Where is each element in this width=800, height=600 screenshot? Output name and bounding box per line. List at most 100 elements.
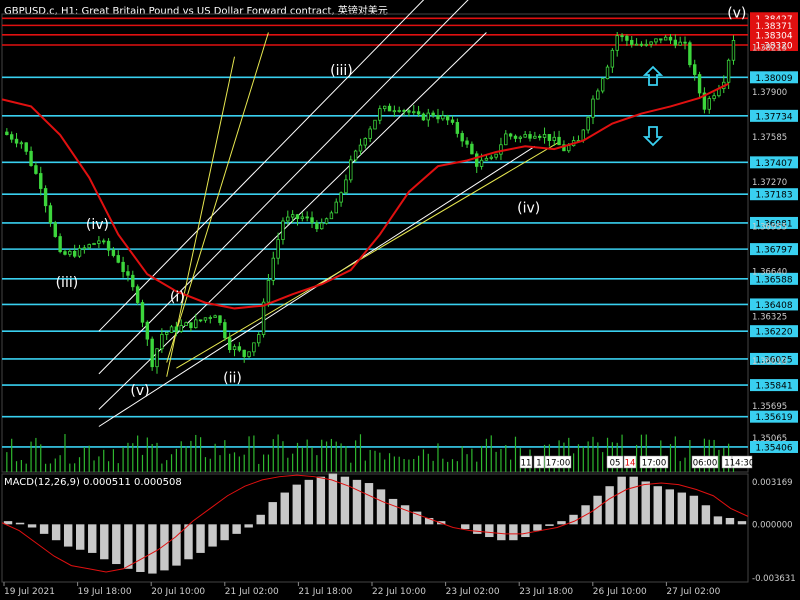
time-tick-label: 19 Jul 18:00 [78,587,132,597]
candles [5,32,736,374]
candle-body [668,36,673,41]
price-tick-label: 1.37900 [752,88,787,98]
time-tick-label: 22 Jul 10:00 [372,587,426,597]
candle-body [382,105,387,110]
candle-body [68,250,72,255]
candle-body [528,134,532,139]
down-arrow-icon [642,126,664,147]
wave-label: (iii) [56,275,79,291]
candle-body [169,326,174,333]
candle-body [620,35,624,38]
candle-body [591,98,595,118]
candle-body [295,214,300,220]
candle-body [625,35,629,41]
support-level-label: 1.35406 [755,443,792,453]
resistance-level-label: 1.38320 [755,42,792,52]
resistance-level-tag [750,19,798,32]
macd-histogram-bar [569,514,578,525]
time-tick-label: 26 Jul 10:00 [593,587,647,597]
resistance-level-label: 1.38304 [755,31,792,41]
candle-body [281,220,285,240]
candle-body [29,150,33,167]
candle-body [203,317,208,321]
macd-histogram-bar [292,484,302,525]
candle-body [174,326,179,332]
candle-body [266,279,271,303]
time-box [691,455,719,469]
candle-body [213,315,217,318]
candle-body [48,205,53,224]
candle-body [39,173,43,189]
price-tick-label: 1.36955 [752,223,787,233]
price-tick-label: 1.38215 [752,43,787,53]
macd-histogram-bar [424,517,434,525]
support-level-label: 1.36981 [755,219,792,229]
candle-body [223,322,227,339]
candle-body [649,41,653,45]
candle-body [227,337,232,351]
candle-body [19,142,24,145]
resistance-level-label: 1.38371 [755,22,792,32]
candle-body [630,39,634,45]
candle-body [567,145,571,152]
macd-histogram-bar [160,524,169,571]
macd-histogram-bar [51,524,61,541]
macd-histogram-bar [148,524,157,574]
time-box-label: 06:00 [693,459,718,469]
candle-body [257,334,261,344]
macd-tick-label: 0.003169 [752,478,793,488]
candle-body [339,192,343,203]
candle-body [189,322,193,329]
candle-body [421,113,426,121]
support-level-label: 1.35619 [755,413,792,423]
candle-body [116,255,120,263]
candle-body [184,322,188,326]
candle-body [634,43,639,46]
candle-body [547,133,552,141]
resistance-level-tag [750,28,798,41]
macd-tick-label: -0.003631 [752,574,796,584]
macd-histogram-bar [665,489,675,525]
macd-histogram-bar [39,524,49,534]
candle-body [237,346,242,351]
macd-histogram-bar [605,486,614,525]
price-tick-label: 1.36325 [752,312,787,322]
macd-histogram-bar [196,524,205,553]
macd-histogram-bar [328,473,338,525]
channel-line [166,56,236,377]
candle-body [499,144,503,155]
candle-body [198,319,203,322]
candle-body [479,159,484,167]
support-level-label: 1.36025 [755,355,792,365]
candle-body [344,179,348,194]
wave-labels: (v) (iii) (iv) (iii) (i) (iv) (ii) (v) [56,6,747,400]
macd-histogram-bar [701,505,711,525]
candle-body [407,110,411,113]
macd-histogram-bar [244,524,253,528]
time-box-label: 14:30 [730,459,755,469]
macd-histogram-bar [63,524,73,547]
candle-body [533,135,537,139]
macd-histogram-bar [509,524,518,541]
candle-body [324,218,329,224]
candle-body [654,38,658,43]
time-boxes: 11 1 17:00 05 14 17:00 06:00 1 14:30 [519,455,755,469]
macd-histogram-bar [136,524,145,572]
candle-body [53,222,57,237]
trend-lines [98,0,560,427]
candle-body [683,41,687,44]
macd-histogram-bar [521,524,530,538]
candle-body [542,133,547,138]
candle-body [43,188,48,207]
candle-body [363,138,368,146]
candle-body [508,133,513,137]
candle-body [102,240,106,243]
macd-panel: 0.003169 0.000000 -0.003631 [1,473,796,584]
candle-body [693,64,697,75]
time-tick-label: 21 Jul 02:00 [225,587,279,597]
candle-body [697,74,702,94]
candle-body [5,131,9,136]
macd-histogram-bar [220,524,229,541]
macd-histogram-bar [3,521,13,525]
